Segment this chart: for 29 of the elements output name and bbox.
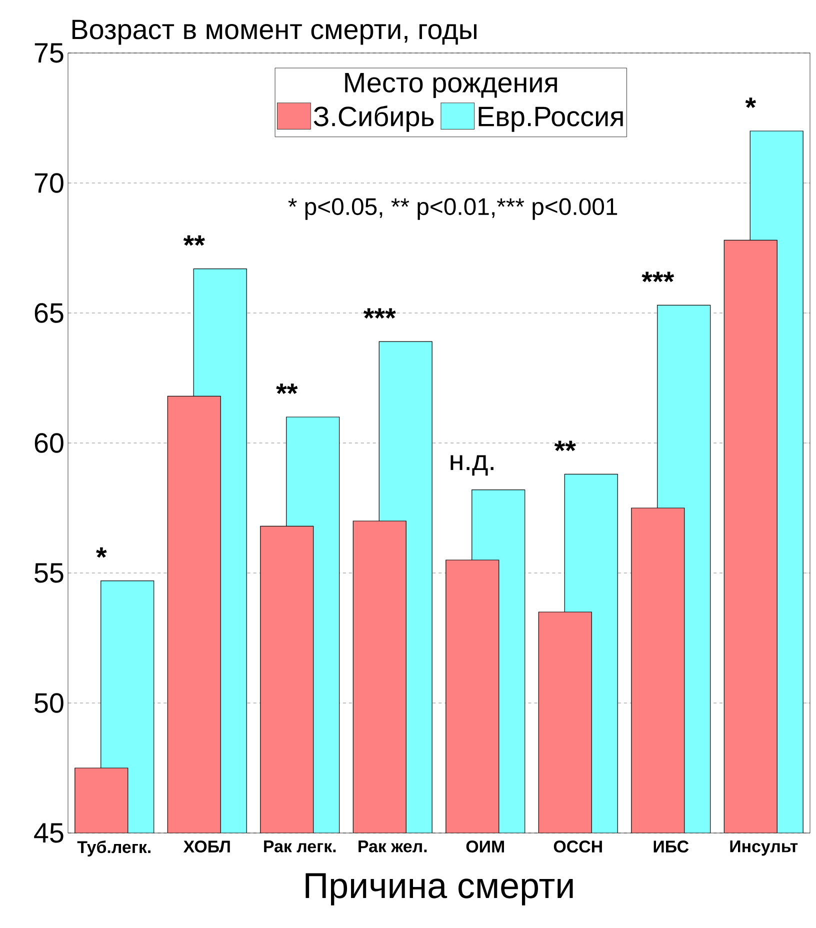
chart-title: Возраст в момент смерти, годы xyxy=(72,20,476,45)
x-tick-label: Туб.легк. xyxy=(77,840,150,856)
y-tick-label: 45 xyxy=(34,823,64,843)
x-tick-label: ИБС xyxy=(654,840,689,853)
annotation: * xyxy=(96,547,107,558)
annotation: *** xyxy=(642,272,674,282)
y-tick-label: 75 xyxy=(34,43,64,63)
x-tick-label: Рак легк. xyxy=(264,840,336,852)
y-tick-label: 60 xyxy=(34,433,64,453)
legend-label: З.Сибирь xyxy=(314,106,434,132)
annotation: ** xyxy=(183,235,205,246)
x-axis-title: Причина смерти xyxy=(306,873,573,906)
annotation: ** xyxy=(554,440,576,452)
annotation: ** xyxy=(276,384,298,394)
x-tick-label: ОССН xyxy=(554,840,602,853)
annotation: н.д. xyxy=(450,455,494,476)
annotation: * xyxy=(745,98,756,108)
y-tick-label: 65 xyxy=(34,303,64,323)
y-tick-label: 50 xyxy=(34,693,64,713)
x-tick-label: ОИМ xyxy=(466,840,504,853)
legend-title: Место рождения xyxy=(345,73,557,98)
annotation: * p<0.05, ** p<0.01,*** p<0.001 xyxy=(288,198,618,220)
legend-label: Евр.Россия xyxy=(478,106,623,132)
x-tick-label: Рак жел. xyxy=(358,840,427,852)
x-tick-label: Инсульт xyxy=(730,840,798,856)
y-tick-label: 70 xyxy=(34,173,64,193)
y-tick-label: 55 xyxy=(34,563,64,583)
annotation: *** xyxy=(363,308,396,319)
x-tick-label: ХОБЛ xyxy=(183,840,230,853)
